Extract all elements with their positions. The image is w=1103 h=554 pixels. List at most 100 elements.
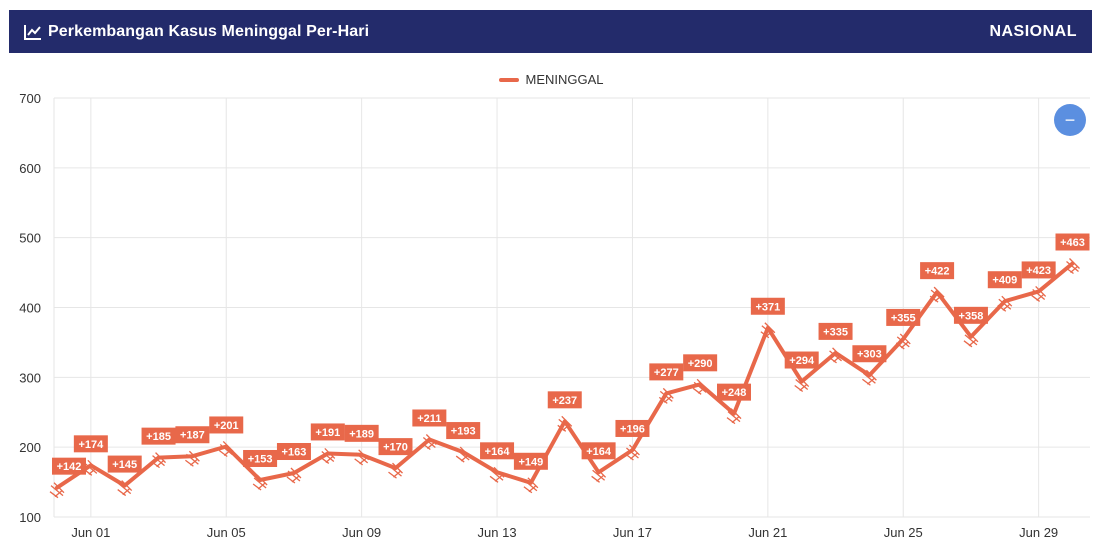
data-label-text: +191 — [315, 427, 340, 439]
data-label-text: +174 — [78, 439, 104, 451]
marker-stroke — [359, 457, 368, 465]
marker-stroke — [256, 474, 268, 486]
marker-stroke — [760, 331, 770, 339]
zoom-out-button[interactable]: − — [1054, 104, 1086, 136]
y-tick-label: 700 — [19, 91, 41, 106]
data-label: +237 — [547, 391, 582, 409]
data-label: +335 — [818, 322, 853, 340]
marker-stroke — [829, 350, 842, 362]
marker-stroke — [799, 384, 808, 392]
data-point — [354, 449, 370, 466]
marker-stroke — [84, 462, 98, 474]
marker-stroke — [1001, 295, 1013, 307]
x-tick-label: Jun 21 — [748, 525, 787, 540]
data-label-text: +463 — [1060, 237, 1085, 249]
data-label-box — [1055, 233, 1090, 251]
data-label: +153 — [243, 449, 278, 467]
marker-stroke — [628, 444, 640, 456]
data-point — [151, 452, 167, 469]
marker-stroke — [862, 378, 871, 386]
marker-stroke — [286, 476, 296, 484]
data-point — [557, 415, 573, 432]
marker-stroke — [662, 387, 674, 399]
marker-stroke — [692, 387, 702, 395]
data-label-box — [649, 363, 684, 381]
x-tick-label: Jun 01 — [71, 525, 110, 540]
marker-stroke — [54, 490, 63, 498]
data-point — [218, 441, 234, 457]
data-point — [862, 369, 877, 386]
marker-stroke — [625, 453, 634, 461]
data-label: +164 — [480, 442, 515, 460]
data-point — [49, 482, 65, 499]
data-label-text: +164 — [485, 446, 511, 458]
data-label: +355 — [886, 308, 921, 326]
marker-stroke — [223, 448, 232, 456]
data-label: +409 — [987, 271, 1022, 289]
data-label-text: +211 — [417, 413, 441, 425]
marker-stroke — [557, 424, 567, 432]
data-label-box — [480, 442, 515, 460]
data-label-box — [52, 457, 86, 475]
data-label-text: +185 — [146, 431, 171, 443]
data-label-text: +371 — [755, 301, 780, 313]
x-tick-label: Jun 05 — [207, 525, 246, 540]
marker-stroke — [765, 330, 774, 338]
data-label-text: +423 — [1026, 265, 1051, 277]
marker-stroke — [219, 443, 233, 455]
data-label: +211 — [412, 409, 447, 427]
marker-stroke — [421, 442, 431, 451]
data-label-box — [412, 409, 447, 427]
chart-header: Perkembangan Kasus Meninggal Per-Hari NA… — [9, 10, 1092, 53]
marker-stroke — [53, 482, 65, 494]
data-label-box — [886, 308, 921, 326]
marker-stroke — [493, 466, 505, 478]
line-chart-icon — [24, 24, 41, 40]
data-label: +423 — [1021, 261, 1056, 279]
data-label: +191 — [310, 423, 345, 441]
marker-stroke — [596, 474, 605, 482]
x-tick-label: Jun 25 — [884, 525, 923, 540]
marker-stroke — [659, 390, 673, 402]
marker-stroke — [934, 294, 943, 302]
data-label: +371 — [750, 297, 785, 315]
data-label-text: +145 — [112, 459, 137, 471]
data-label-text: +409 — [992, 275, 1017, 287]
marker-stroke — [997, 304, 1007, 312]
marker-stroke — [591, 475, 600, 483]
marker-stroke — [117, 489, 127, 497]
marker-stroke — [1031, 294, 1041, 302]
marker-stroke — [49, 491, 59, 499]
marker-stroke — [900, 341, 909, 349]
marker-stroke — [87, 459, 99, 471]
marker-stroke — [321, 450, 335, 462]
marker-stroke — [389, 465, 402, 477]
marker-stroke — [795, 379, 809, 391]
data-label: +463 — [1055, 233, 1090, 251]
marker-stroke — [527, 477, 539, 489]
chart-legend[interactable]: MENINGGAL — [0, 72, 1103, 87]
marker-stroke — [697, 386, 706, 394]
marker-stroke — [253, 477, 267, 489]
data-point — [794, 376, 810, 393]
data-label-box — [310, 423, 345, 441]
data-label-box — [513, 452, 548, 470]
data-point — [252, 474, 268, 491]
marker-stroke — [252, 483, 262, 491]
data-point — [421, 434, 437, 451]
data-label-text: +335 — [823, 326, 848, 338]
data-label-box — [683, 354, 718, 372]
marker-stroke — [1065, 266, 1074, 275]
data-point — [523, 477, 539, 494]
marker-stroke — [393, 470, 401, 478]
marker-stroke — [1069, 258, 1080, 269]
marker-stroke — [188, 450, 200, 462]
marker-stroke — [189, 458, 198, 466]
data-label-text: +277 — [654, 367, 679, 379]
marker-stroke — [866, 377, 875, 385]
marker-stroke — [425, 434, 437, 445]
data-point — [963, 331, 979, 348]
marker-stroke — [761, 325, 775, 337]
data-label-text: +187 — [180, 430, 205, 442]
data-label-box — [243, 449, 278, 467]
